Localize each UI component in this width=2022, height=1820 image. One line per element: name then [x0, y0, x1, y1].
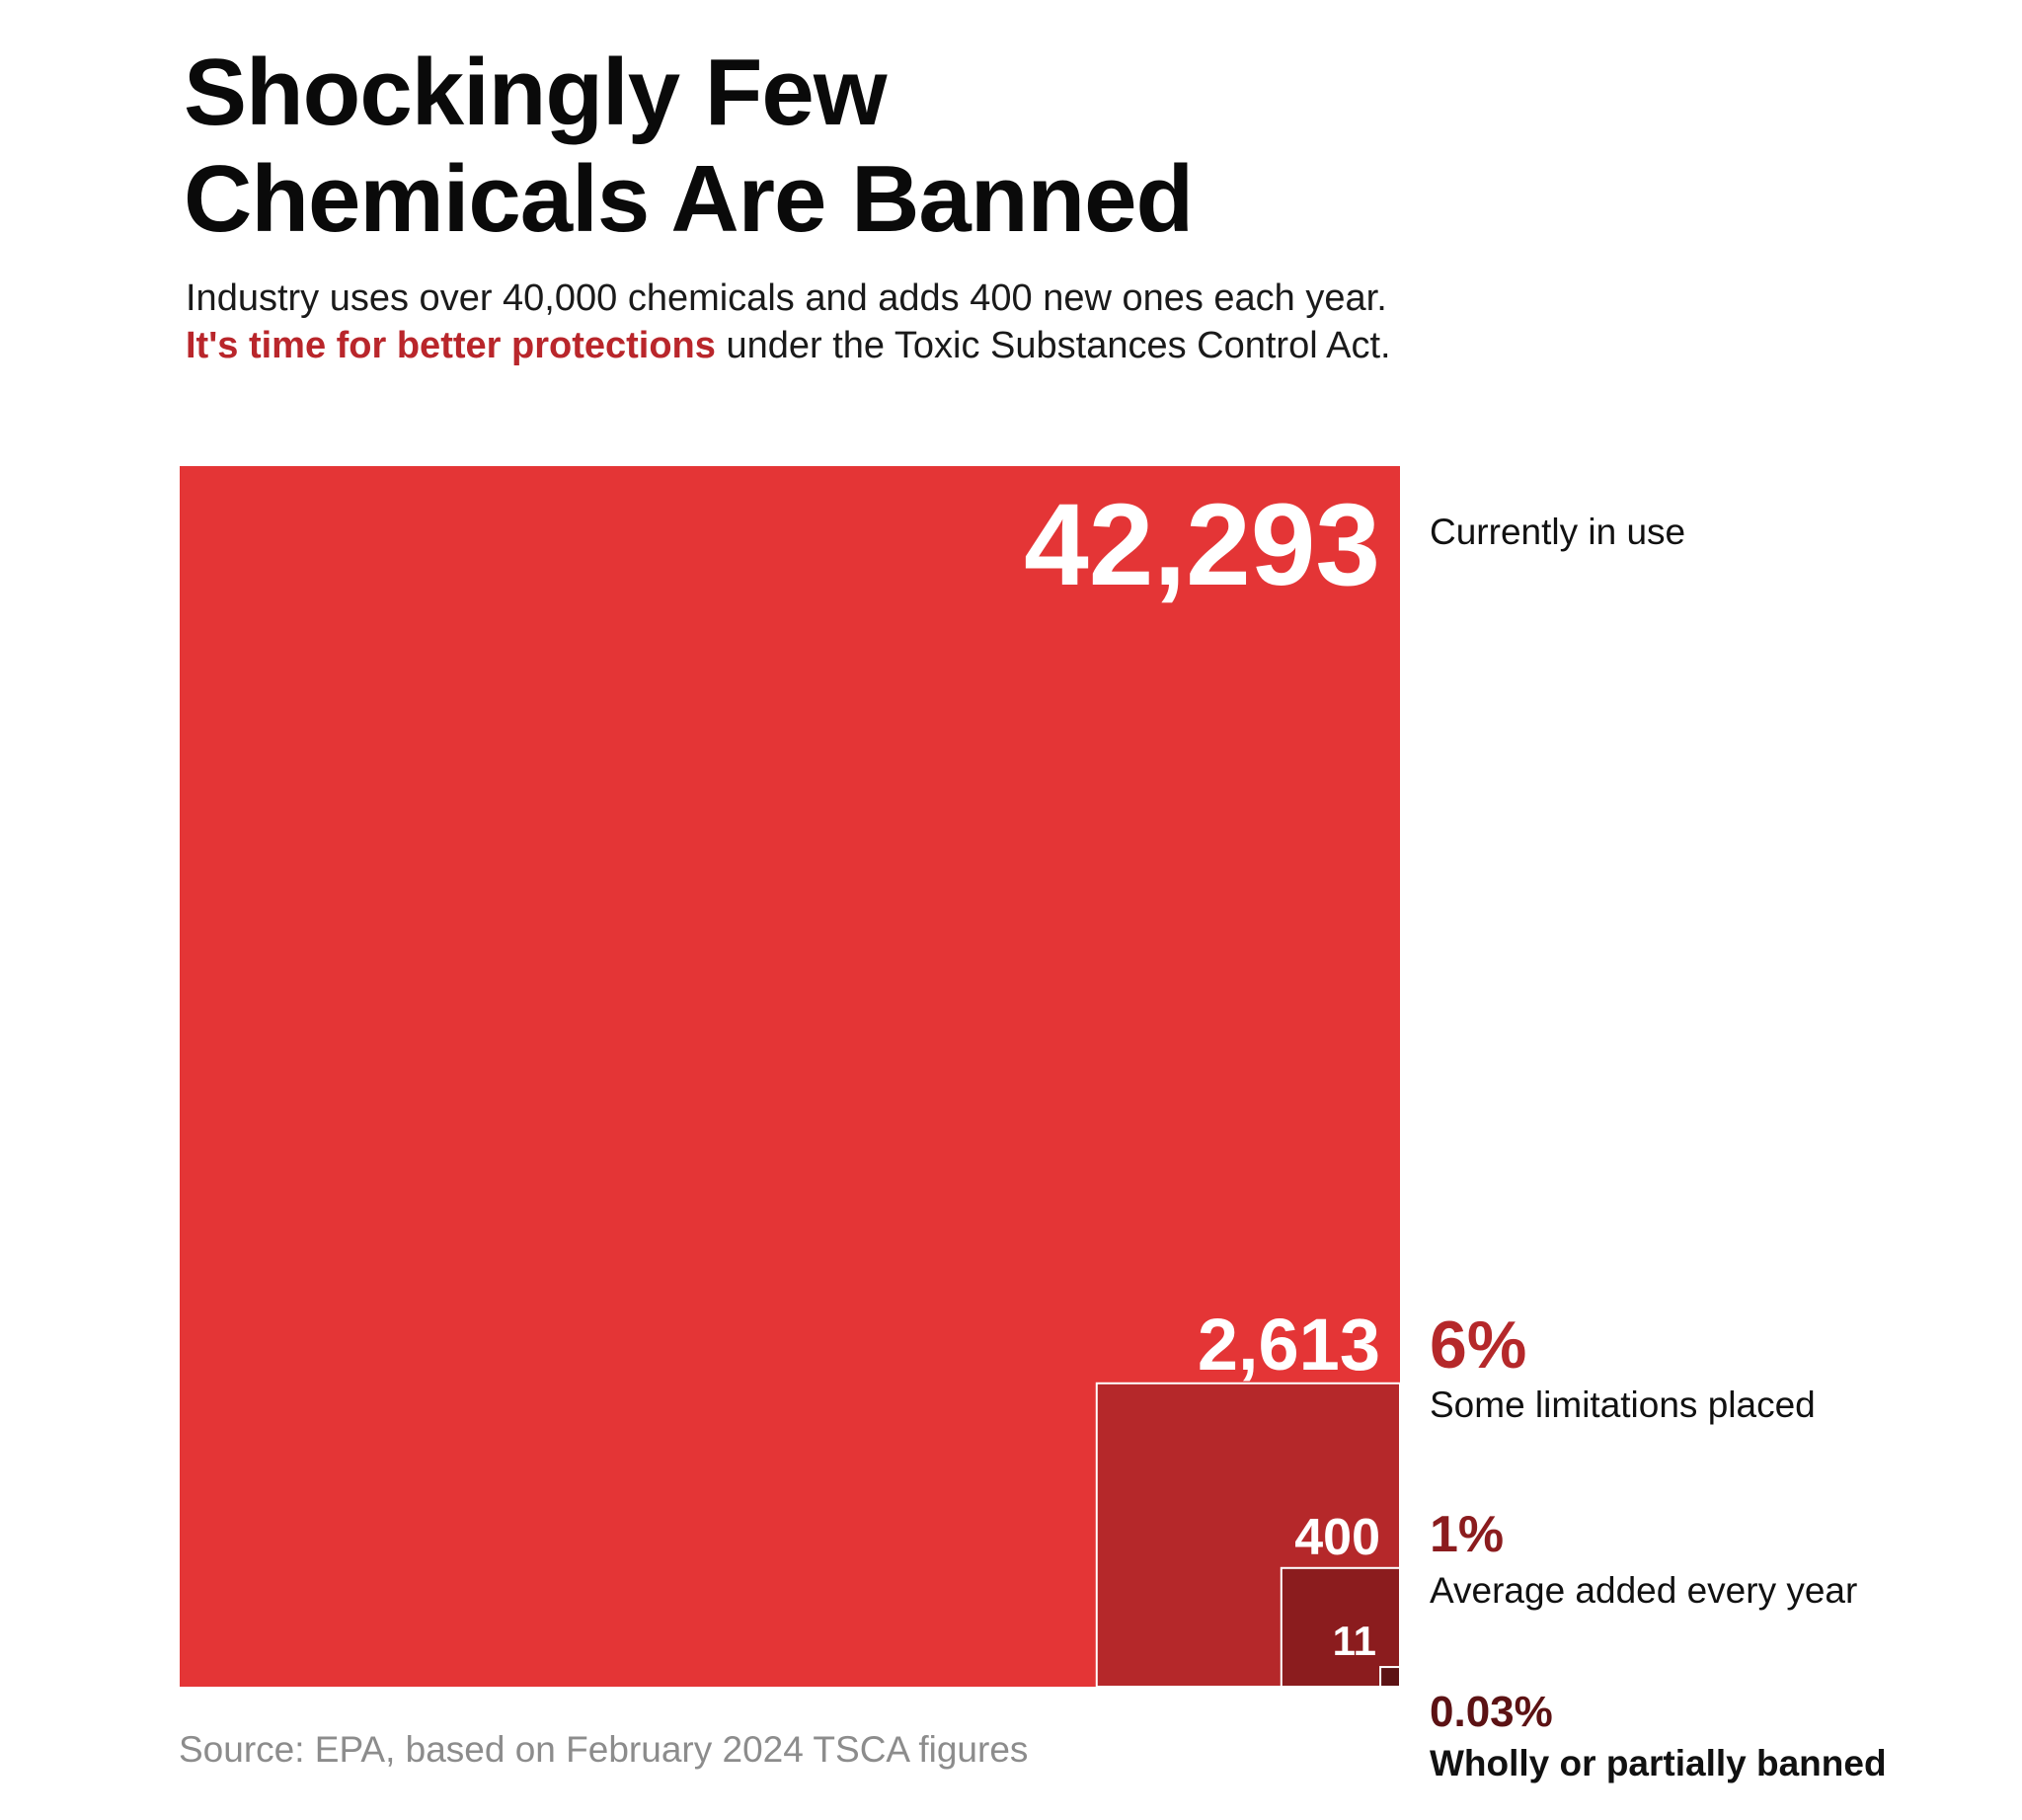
value-label-limitations: 2,613	[1198, 1304, 1380, 1385]
percent-label-added: 1%	[1430, 1506, 1504, 1563]
subtitle-text-end: under the Toxic Substances Control Act.	[726, 325, 1391, 366]
percent-label-limitations: 6%	[1430, 1307, 1526, 1383]
value-label-banned: 11	[1333, 1618, 1376, 1664]
chart-title: Shockingly Few Chemicals Are Banned	[184, 40, 1467, 253]
category-label-in-use: Currently in use	[1430, 512, 1685, 552]
chart-title-line-2: Chemicals Are Banned	[184, 146, 1194, 252]
percent-label-banned: 0.03%	[1430, 1688, 1553, 1736]
value-label-in-use: 42,293	[1024, 480, 1380, 610]
source-note: Source: EPA, based on February 2024 TSCA…	[179, 1729, 1029, 1770]
category-label-added: Average added every year	[1430, 1570, 1857, 1611]
category-label-limitations: Some limitations placed	[1430, 1385, 1816, 1425]
subtitle-emphasis: It's time for better protections	[186, 325, 716, 366]
chart-subtitle: Industry uses over 40,000 chemicals and …	[186, 275, 1430, 369]
category-label-banned: Wholly or partially banned	[1430, 1743, 1887, 1783]
square-banned	[1379, 1666, 1402, 1689]
chart-title-line-1: Shockingly Few	[184, 40, 887, 145]
subtitle-text: Industry uses over 40,000 chemicals and …	[186, 277, 1387, 319]
value-label-added: 400	[1294, 1509, 1380, 1566]
